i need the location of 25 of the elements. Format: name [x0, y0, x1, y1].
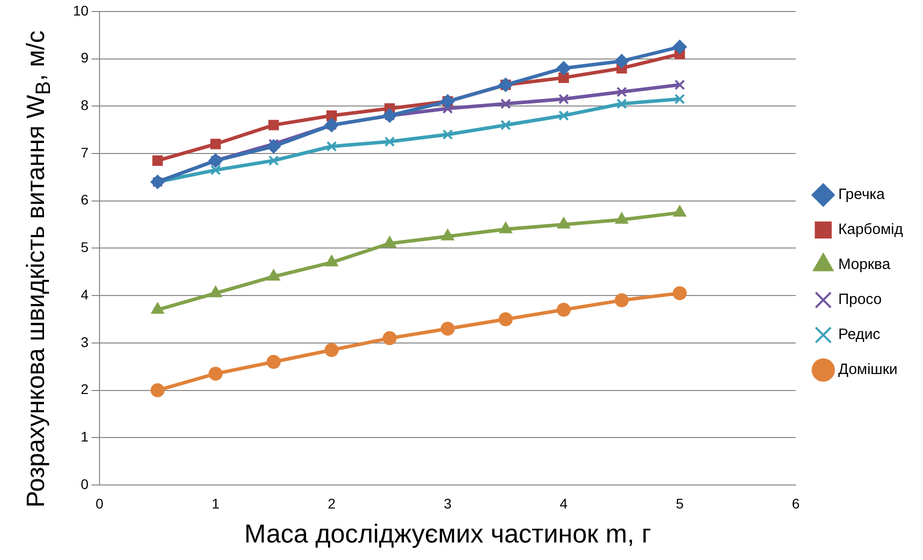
y-tick-label: 0: [80, 476, 89, 492]
x-axis-title: Маса досліджуємих частинок m, г: [244, 518, 652, 549]
y-tick-label: 10: [72, 2, 89, 18]
legend-label: Редис: [838, 326, 881, 344]
x-tick-label: 3: [444, 495, 452, 512]
x-tick-label: 0: [96, 495, 104, 512]
x-tick-label: 4: [560, 495, 568, 512]
y-tick-label: 6: [80, 192, 89, 208]
legend-label: Морква: [838, 256, 891, 274]
legend-label: Просо: [838, 291, 882, 308]
x-tick-label: 1: [212, 495, 220, 512]
y-tick-label: 5: [80, 239, 89, 256]
y-tick-label: 1: [80, 428, 89, 444]
x-tick-label: 2: [328, 495, 336, 512]
x-tick-label: 5: [676, 495, 684, 512]
legend-label: Домішки: [838, 361, 898, 378]
y-tick-label: 9: [80, 50, 89, 66]
y-tick-label: 7: [80, 144, 89, 160]
x-tick-label: 6: [792, 495, 800, 512]
y-tick-label: 4: [80, 286, 89, 302]
y-tick-label: 2: [80, 381, 89, 398]
legend-label: Карбомід: [838, 221, 904, 238]
legend-label: Гречка: [838, 186, 886, 204]
y-tick-label: 8: [80, 96, 89, 113]
y-tick-label: 3: [80, 334, 89, 350]
